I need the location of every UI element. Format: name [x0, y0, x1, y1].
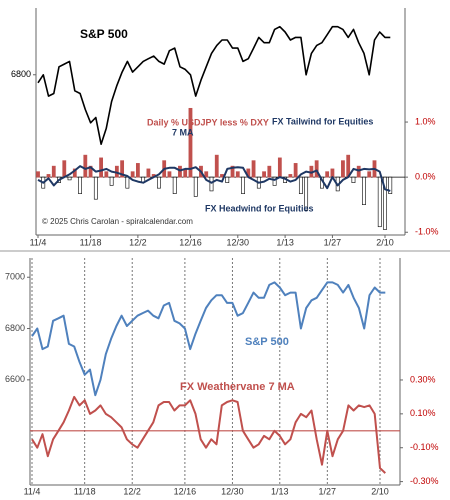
bar	[330, 168, 335, 178]
x-tick-label: 12/2	[123, 486, 141, 496]
bar	[377, 176, 382, 228]
bar	[367, 171, 372, 178]
bar	[72, 168, 77, 178]
bar	[36, 171, 40, 178]
bar	[109, 176, 114, 186]
series-line	[31, 395, 386, 474]
bar	[356, 165, 361, 178]
bar	[235, 171, 240, 178]
x-tick-label: 12/2	[129, 237, 147, 247]
bar	[88, 165, 93, 178]
right-tick-label: 0.30%	[410, 374, 436, 384]
bar	[93, 176, 98, 200]
bar	[193, 176, 198, 197]
x-tick-label: 2/10	[371, 486, 389, 496]
right-tick-label: 1.0%	[415, 116, 436, 126]
left-tick-label: 6800	[11, 69, 31, 79]
series-label: FX Weathervane 7 MA	[180, 381, 295, 393]
bar	[225, 176, 230, 183]
left-tick-label: 7000	[5, 272, 25, 282]
bar	[293, 163, 298, 178]
left-tick-label: 6800	[5, 323, 25, 333]
bar	[120, 160, 125, 178]
bar	[214, 154, 219, 178]
bar	[209, 176, 214, 192]
left-tick-label: 6600	[5, 374, 25, 384]
annotation: FX Headwind for Equities	[205, 203, 314, 213]
right-tick-label: -0.30%	[410, 476, 439, 486]
x-tick-label: 11/4	[30, 237, 47, 247]
x-tick-label: 1/13	[276, 237, 294, 247]
bar	[135, 163, 140, 178]
x-tick-label: 12/30	[221, 486, 244, 496]
bar	[241, 176, 245, 194]
series-label: Daily % USDJPY less % DXY	[147, 117, 269, 127]
bar	[104, 171, 109, 178]
bar	[262, 171, 266, 178]
bar	[388, 176, 393, 194]
bar	[130, 171, 135, 178]
x-tick-label: 11/18	[74, 486, 96, 496]
x-tick-label: 1/13	[271, 486, 289, 496]
right-tick-label: -1.0%	[415, 227, 439, 237]
bar	[288, 174, 293, 178]
bar	[325, 171, 330, 178]
bar	[67, 176, 72, 181]
series-line	[37, 25, 391, 145]
bar	[157, 176, 161, 189]
bar	[172, 176, 177, 194]
bar	[277, 157, 282, 178]
bar	[188, 107, 193, 178]
bar	[351, 176, 356, 183]
bar	[298, 176, 303, 194]
bar	[314, 160, 319, 178]
bar	[272, 176, 277, 186]
right-tick-label: 0.0%	[415, 172, 436, 182]
right-tick-label: 0.10%	[410, 408, 436, 418]
series-label: S&P 500	[245, 336, 289, 348]
x-tick-label: 12/30	[227, 237, 250, 247]
x-tick-label: 2/10	[376, 237, 394, 247]
bar	[46, 174, 51, 178]
bar	[51, 165, 56, 178]
x-tick-label: 11/4	[24, 486, 41, 496]
series-line	[37, 165, 391, 192]
series-label: S&P 500	[80, 27, 128, 41]
x-tick-label: 12/16	[174, 486, 197, 496]
x-tick-label: 1/27	[319, 486, 337, 496]
annotation: FX Tailwind for Equities	[272, 116, 373, 126]
bar	[167, 171, 172, 178]
annotation: © 2025 Chris Carolan - spiralcalendar.co…	[42, 217, 193, 226]
bar	[341, 160, 345, 178]
x-tick-label: 11/18	[80, 237, 102, 247]
bar	[204, 171, 209, 178]
bar	[362, 176, 366, 205]
series-line	[31, 281, 386, 397]
bar	[99, 157, 103, 178]
bar	[178, 165, 182, 178]
bar	[383, 176, 387, 230]
x-tick-label: 12/16	[179, 237, 202, 247]
bar	[125, 176, 130, 189]
bar	[62, 160, 67, 178]
bar	[78, 176, 82, 194]
bar	[146, 168, 151, 178]
bar	[267, 165, 272, 178]
bar	[83, 154, 88, 178]
bar	[230, 165, 235, 178]
bar	[251, 160, 256, 178]
right-tick-label: -0.10%	[410, 442, 439, 452]
series-label: 7 MA	[172, 127, 194, 137]
x-tick-label: 1/27	[324, 237, 342, 247]
bar	[304, 176, 309, 211]
